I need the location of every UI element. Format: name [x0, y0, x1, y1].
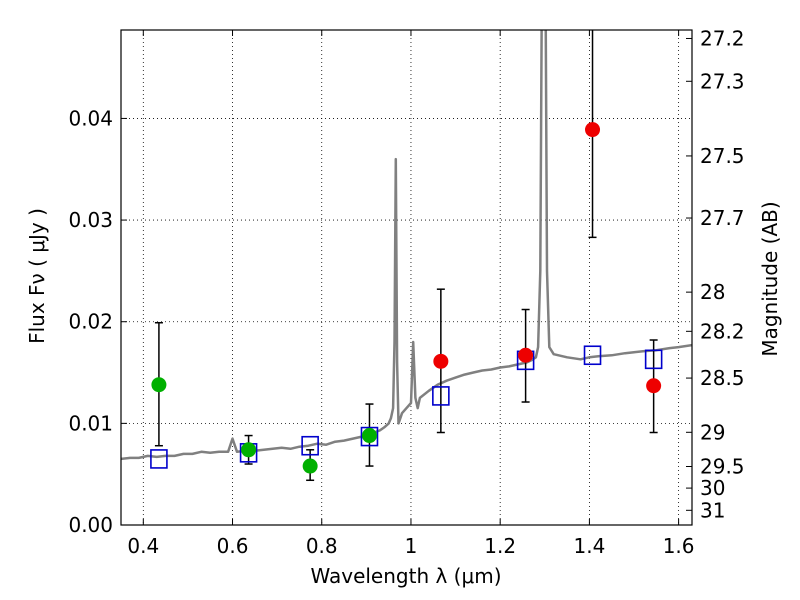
x-axis-label: Wavelength λ (μm): [310, 564, 501, 588]
x-tick-label: 1.6: [663, 534, 695, 558]
y-tick-label: 0.01: [68, 411, 113, 435]
spectrum-line: [121, 30, 692, 461]
model-square-point: [301, 435, 319, 456]
red-data-point: [518, 347, 534, 363]
model-square-point: [360, 426, 379, 447]
red-data-point: [585, 122, 601, 138]
magnitude-tick-label: 28: [700, 280, 725, 304]
error-bars: [154, 30, 658, 482]
x-tick-label: 0.6: [217, 534, 249, 558]
green-data-point: [302, 458, 318, 474]
magnitude-axis-label: Magnitude (AB): [758, 201, 782, 356]
model-square-point: [644, 349, 663, 370]
magnitude-tick-label: 27.2: [700, 26, 745, 50]
markers: [150, 122, 663, 474]
x-tick-label: 1.4: [573, 534, 605, 558]
y-tick-label: 0.00: [68, 513, 113, 537]
y-tick-label: 0.02: [68, 310, 113, 334]
red-data-point: [646, 378, 662, 394]
magnitude-tick-label: 31: [700, 498, 725, 522]
green-data-point: [361, 428, 377, 444]
grid: [121, 30, 692, 525]
magnitude-tick-label: 29: [700, 420, 725, 444]
plot-frame: [120, 29, 693, 526]
magnitude-tick-label: 29.5: [700, 455, 745, 479]
y-tick-label: 0.03: [68, 208, 113, 232]
magnitude-tick-label: 27.3: [700, 69, 745, 93]
x-tick-label: 1: [405, 534, 418, 558]
magnitude-tick-label: 27.7: [700, 206, 745, 230]
green-data-point: [151, 377, 167, 393]
x-tick-label: 0.8: [306, 534, 338, 558]
x-tick-label: 0.4: [127, 534, 159, 558]
magnitude-tick-label: 28.2: [700, 319, 745, 343]
magnitude-tick-label: 27.5: [700, 144, 745, 168]
spectrum: [121, 30, 692, 461]
magnitude-tick-label: 30: [700, 476, 725, 500]
red-data-point: [433, 353, 449, 369]
model-square-point: [583, 345, 602, 366]
x-tick-label: 1.2: [484, 534, 516, 558]
green-data-point: [241, 442, 257, 458]
y-axis-label: Flux Fν ( μJy ): [25, 208, 49, 344]
model-square-point: [432, 386, 450, 406]
tick-labels: 0.4 0.6 0.8 1 1.2 1.4 1.6 0.00 0.01 0.02 0.03 0.04 2…: [68, 26, 744, 558]
model-square-point: [150, 449, 168, 469]
ticks: [121, 30, 692, 526]
y-tick-label: 0.04: [68, 106, 113, 130]
magnitude-tick-label: 28.5: [700, 366, 745, 390]
